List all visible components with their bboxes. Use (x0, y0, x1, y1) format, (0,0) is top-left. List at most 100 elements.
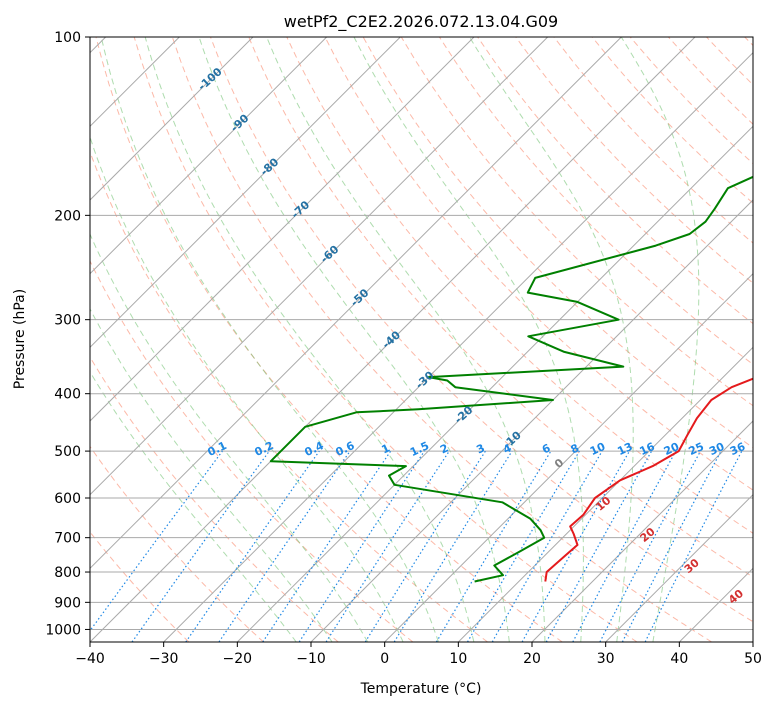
isotherm-line (90, 37, 622, 570)
y-tick-label: 800 (54, 565, 81, 581)
wetbulb-label: 40 (726, 587, 746, 607)
plot-area: -100-90-80-70-60-50-40-30-20-100.1 0.2 0.4… (90, 37, 753, 642)
mixing-ratio-label: 0.2 (253, 439, 276, 459)
mixing-ratio-line (364, 450, 486, 642)
x-tick-label: −30 (149, 651, 179, 667)
isotherm-line (310, 199, 753, 642)
moist-adiabat (266, 37, 546, 642)
x-tick-label: 40 (670, 651, 688, 667)
y-tick-label: 500 (54, 444, 81, 460)
mixing-ratio-line (218, 450, 351, 642)
mixing-ratio-line (131, 450, 270, 642)
dry-adiabat (591, 37, 753, 204)
isotherm-line (90, 37, 549, 496)
x-axis: −40 −30 −20 −10 0 10 20 30 40 50 (75, 642, 762, 667)
wetbulb-label: 0 (552, 456, 566, 471)
mixing-ratio-label: 13 (615, 440, 634, 458)
moist-adiabat (90, 370, 297, 642)
dry-adiabat (90, 150, 488, 642)
dry-adiabat (90, 531, 190, 642)
wetbulb-label: 30 (682, 556, 702, 576)
y-tick-label: 100 (54, 30, 81, 46)
dry-adiabat (515, 37, 753, 284)
moist-adiabat (100, 37, 439, 642)
moist-adiabat (353, 37, 584, 642)
dry-adiabat (286, 37, 753, 534)
x-tick-label: 20 (523, 651, 541, 667)
y-axis-label: Pressure (hPa) (12, 289, 28, 389)
mixing-ratio-line (262, 450, 392, 642)
isotherm-line (236, 125, 753, 642)
y-tick-label: 600 (54, 491, 81, 507)
x-tick-label: −20 (223, 651, 253, 667)
moist-adiabat (144, 37, 475, 642)
mixing-ratio-line (435, 450, 552, 642)
y-axis: 100 200 300 400 500 600 700 800 900 1000 (45, 30, 90, 638)
isotherm-line (90, 37, 401, 349)
isotherm-line (90, 37, 475, 422)
dry-adiabat (90, 259, 414, 642)
mixing-ratio-label: 16 (638, 440, 658, 458)
dry-adiabat (133, 37, 638, 642)
mixing-ratio-label: 25 (687, 440, 706, 458)
isotherm-line (605, 493, 753, 642)
mixing-ratio-line (644, 450, 743, 642)
isotherm-line (384, 272, 753, 642)
dry-adiabat (744, 37, 753, 47)
x-tick-label: −40 (75, 651, 105, 667)
isotherm-line (678, 567, 753, 642)
wetbulb-label: 20 (638, 525, 658, 545)
isotherm-line (163, 51, 753, 642)
dry-adiabat (90, 356, 339, 642)
y-tick-label: 400 (54, 387, 81, 403)
moist-adiabat (620, 37, 700, 642)
moist-adiabat (90, 135, 404, 642)
mixing-ratio-line (90, 450, 223, 632)
mixing-ratio-label: 0.4 (303, 439, 326, 459)
isotherm-line (531, 420, 753, 642)
mixing-ratio-line (572, 450, 677, 642)
isoline-labels: -100-90-80-70-60-50-40-30-20-100.1 0.2 0.4… (195, 65, 747, 607)
mixing-ratio-label: 1.5 (408, 439, 431, 459)
profile-lines (269, 175, 753, 583)
dewpoint-line (269, 175, 753, 583)
dry-adiabat (668, 37, 753, 125)
mixing-ratio-label: 3 (474, 442, 486, 457)
moist-adiabat (198, 37, 510, 642)
y-tick-label: 300 (54, 313, 81, 329)
x-tick-label: 0 (380, 651, 389, 667)
mixing-ratio-label: 6 (540, 441, 553, 456)
dry-adiabat (324, 37, 753, 491)
background-lines (90, 37, 753, 642)
y-tick-label: 1000 (45, 622, 81, 638)
mixing-ratio-label: 10 (588, 440, 608, 458)
dry-adiabat (171, 37, 712, 642)
x-tick-label: 10 (449, 651, 467, 667)
x-tick-label: 50 (744, 651, 762, 667)
dry-adiabat (553, 37, 753, 244)
mixing-ratio-label: 36 (728, 440, 748, 458)
mixing-ratio-line (521, 450, 631, 642)
mixing-ratio-line (185, 450, 320, 642)
x-tick-label: 30 (597, 651, 615, 667)
mixing-ratio-line (599, 450, 702, 642)
moist-adiabat (469, 37, 634, 642)
mixing-ratio-label: 8 (569, 442, 581, 457)
dry-adiabat (90, 445, 264, 642)
mixing-ratio-label: 30 (707, 440, 727, 458)
dry-adiabat (210, 37, 753, 623)
y-tick-label: 200 (54, 208, 81, 224)
mixing-ratio-line (298, 450, 425, 642)
isotherm-line (90, 37, 696, 642)
x-tick-label: −10 (296, 651, 326, 667)
mixing-ratio-label: 0.1 (206, 439, 229, 459)
mixing-ratio-label: 20 (662, 440, 682, 458)
mixing-ratio-label: 1 (380, 442, 392, 457)
isotherm-line (90, 37, 328, 275)
isotherm-line (90, 37, 254, 201)
dry-adiabat (95, 37, 563, 642)
temperature-line (544, 377, 753, 582)
mixing-ratio-label: 0.6 (333, 439, 356, 459)
mixing-ratio-line (325, 450, 450, 642)
